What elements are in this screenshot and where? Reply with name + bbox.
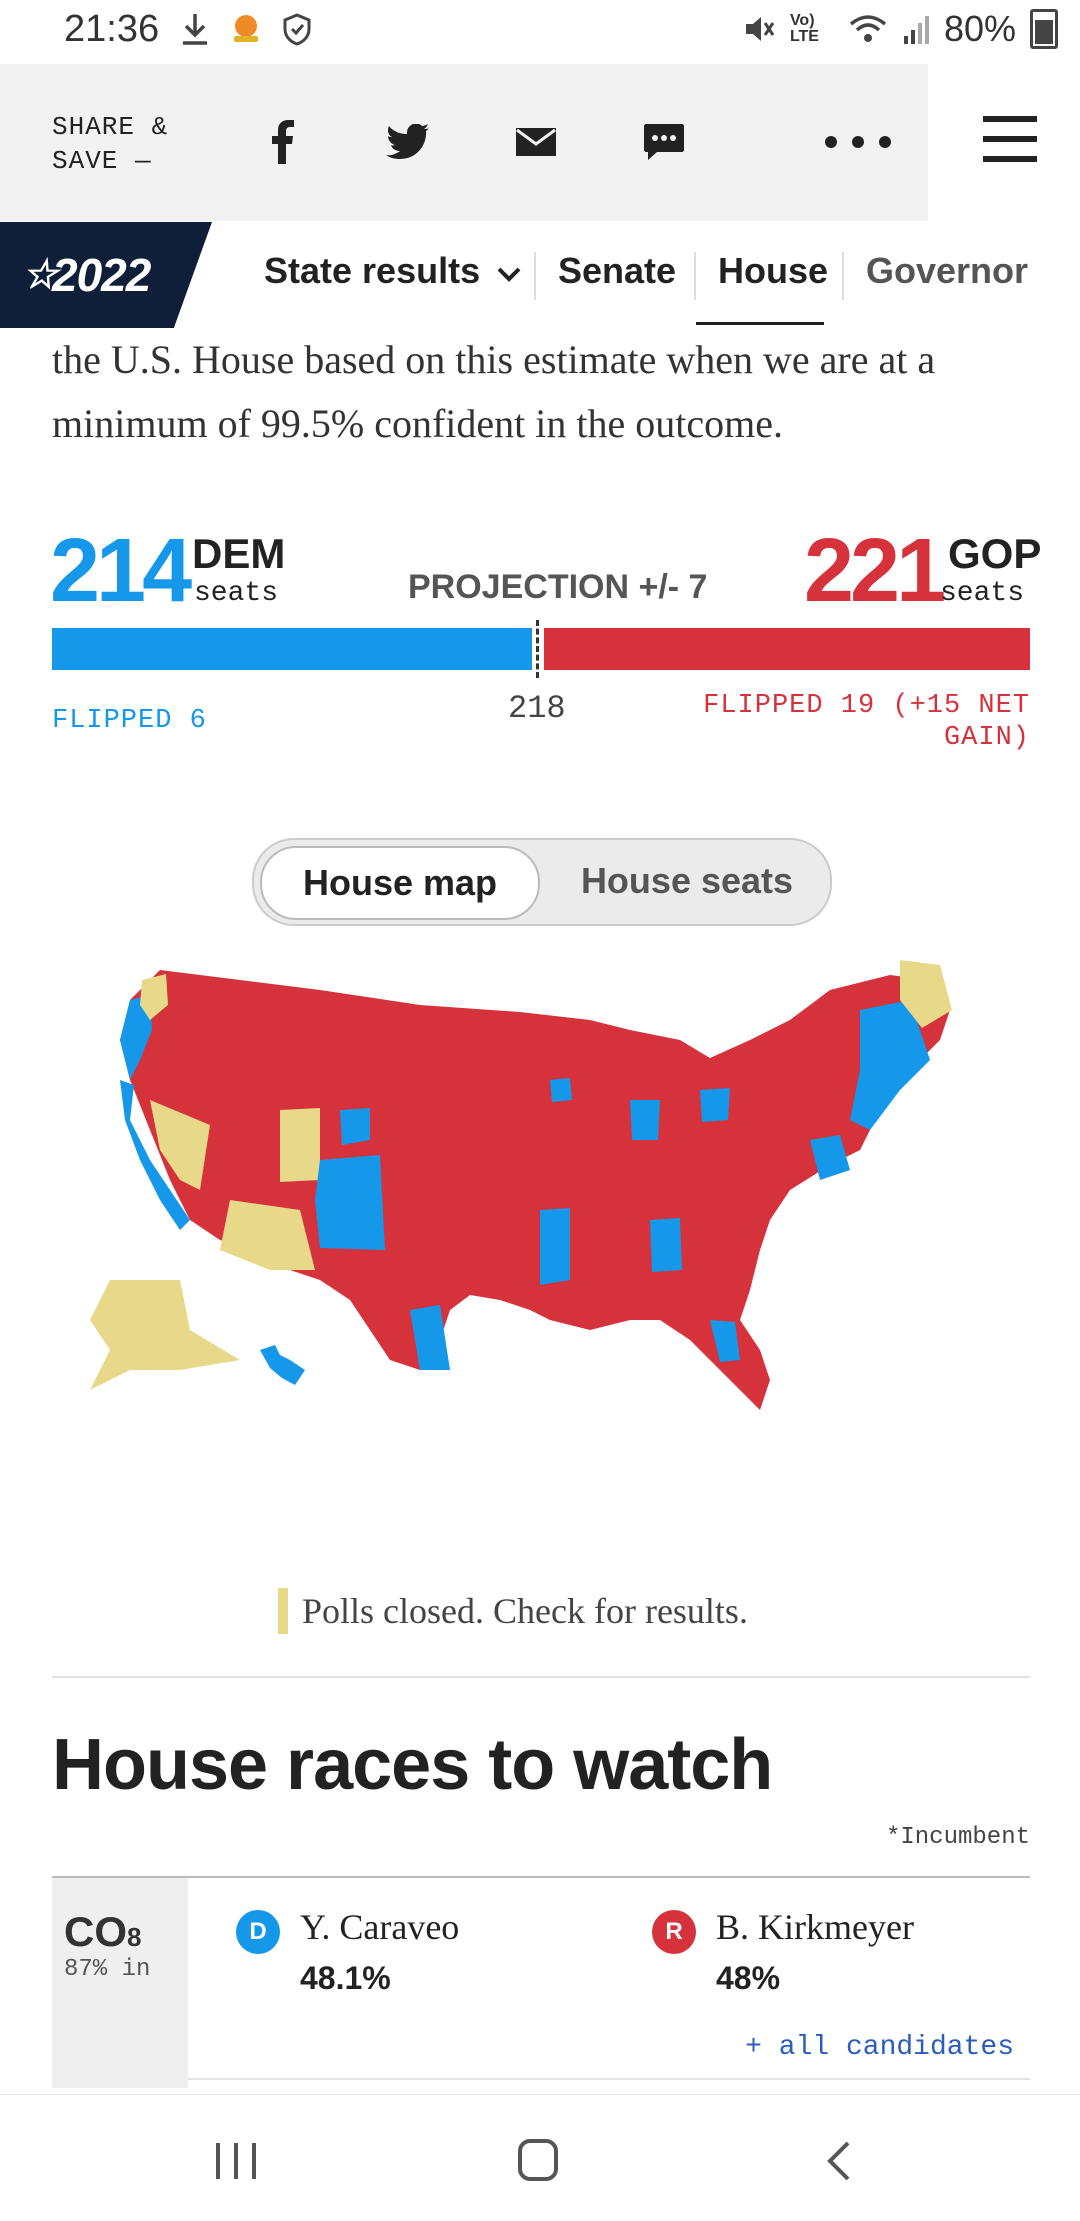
facebook-icon[interactable] xyxy=(252,112,312,172)
dem-districts-tennessee xyxy=(540,1208,570,1285)
nav-house[interactable]: House xyxy=(718,250,829,291)
dem-seat-bar xyxy=(52,628,532,670)
share-bar: SHARE & SAVE — xyxy=(0,64,928,221)
races-title: House races to watch xyxy=(52,1725,773,1805)
dem-districts-denver xyxy=(340,1108,370,1145)
system-navigation-bar xyxy=(0,2094,1080,2221)
nav-separator xyxy=(842,252,844,300)
dem-seat-count: 214 xyxy=(50,521,192,621)
election-nav: ☆ 2022 State results Senate House Govern… xyxy=(0,222,1080,328)
dem-badge: D xyxy=(236,1910,280,1954)
house-seats-tab[interactable]: House seats xyxy=(580,860,794,901)
incumbent-note: *Incumbent xyxy=(885,1824,1030,1851)
hawaii-districts xyxy=(260,1345,305,1385)
pending-swatch xyxy=(278,1588,288,1634)
star-icon: ☆ xyxy=(22,253,58,297)
back-icon[interactable] xyxy=(810,2139,870,2183)
gop-party-label: GOP xyxy=(948,530,1042,577)
chevron-down-icon xyxy=(497,267,521,282)
dem-districts-southwest xyxy=(315,1155,385,1250)
gop-flipped: FLIPPED 19 (+15 NET GAIN) xyxy=(703,691,1030,753)
map-legend: Polls closed. Check for results. xyxy=(278,1588,748,1634)
projection-label: PROJECTION +/- 7 xyxy=(408,568,708,606)
majority-marker xyxy=(536,620,539,678)
status-bar: 21:36 Vo) LTE 80% xyxy=(0,0,1080,64)
dem-seats-label: seats xyxy=(194,578,279,609)
share-save-label: SHARE & SAVE — xyxy=(52,112,169,176)
race-district-cell: CO8 87% in xyxy=(52,1878,188,2088)
pending-arizona xyxy=(220,1200,315,1270)
signal-icon xyxy=(903,16,929,44)
email-icon[interactable] xyxy=(506,112,566,172)
gop-seats-label: seats xyxy=(940,578,1025,609)
dem-candidate-name: Y. Caraveo xyxy=(300,1907,460,1947)
nav-state-results[interactable]: State results xyxy=(264,250,522,292)
pending-nevada xyxy=(150,1100,210,1190)
wifi-icon xyxy=(849,15,887,42)
twitter-icon[interactable] xyxy=(378,112,438,172)
status-time: 21:36 xyxy=(64,8,160,50)
gop-candidate-name: B. Kirkmeyer xyxy=(716,1907,914,1947)
section-divider xyxy=(52,1676,1030,1678)
mute-icon xyxy=(745,17,775,41)
dem-districts-georgia xyxy=(650,1218,682,1272)
home-icon[interactable] xyxy=(508,2139,568,2183)
gop-candidate-pct: 48% xyxy=(716,1960,781,1996)
pending-oregon xyxy=(140,974,168,1020)
pending-alaska xyxy=(90,1280,240,1390)
network-label: Vo) LTE xyxy=(789,12,819,45)
election-2022-badge[interactable]: ☆ 2022 xyxy=(0,222,212,328)
app-notification-icon xyxy=(234,15,258,42)
dem-districts-mid-atlantic xyxy=(810,1135,850,1180)
dem-party-label: DEM xyxy=(192,530,286,577)
dem-districts-texas-south xyxy=(410,1305,450,1370)
more-icon[interactable] xyxy=(820,112,896,172)
sms-icon[interactable] xyxy=(634,112,694,172)
majority-threshold: 218 xyxy=(508,690,566,727)
nav-separator xyxy=(694,252,696,300)
status-left-icons xyxy=(180,12,312,46)
all-candidates-link[interactable]: + all candidates xyxy=(745,2032,1014,2063)
race-row-rule xyxy=(188,2078,1030,2080)
dem-flipped: FLIPPED 6 xyxy=(52,706,207,736)
dem-candidate-pct: 48.1% xyxy=(300,1960,391,1996)
active-tab-underline xyxy=(696,322,824,325)
race-district-code: CO8 xyxy=(64,1908,142,1955)
battery-icon xyxy=(1030,9,1058,49)
nav-separator xyxy=(534,252,536,300)
nav-governor[interactable]: Governor xyxy=(866,250,1029,291)
recent-apps-icon[interactable] xyxy=(206,2139,266,2183)
shield-icon xyxy=(283,13,311,46)
dem-districts-california xyxy=(120,1080,190,1230)
pending-maine xyxy=(900,960,952,1028)
pending-utah xyxy=(280,1108,320,1182)
race-reporting: 87% in xyxy=(64,1956,151,1983)
article-text: the U.S. House based on this estimate wh… xyxy=(52,337,936,446)
map-view-toggle: House map House seats xyxy=(252,838,832,926)
house-results-map[interactable] xyxy=(70,950,1030,1540)
gop-seat-count: 221 xyxy=(804,521,946,621)
hamburger-menu-icon[interactable] xyxy=(960,116,1060,176)
download-icon xyxy=(183,14,207,45)
dem-districts-northeast xyxy=(850,1000,930,1130)
gop-badge: R xyxy=(652,1910,696,1954)
nav-senate[interactable]: Senate xyxy=(558,250,677,291)
dem-districts-illinois xyxy=(630,1100,660,1140)
race-table-rule xyxy=(52,1876,1030,1878)
house-map-tab[interactable]: House map xyxy=(260,846,540,920)
dem-districts-west-coast xyxy=(120,995,152,1080)
gop-seat-bar xyxy=(544,628,1030,670)
dem-districts-michigan xyxy=(700,1088,730,1122)
battery-percent: 80% xyxy=(943,8,1016,49)
status-right: Vo) LTE 80% xyxy=(742,8,1058,50)
us-mainland xyxy=(120,970,950,1410)
dem-districts-minnesota xyxy=(550,1078,572,1102)
legend-text: Polls closed. Check for results. xyxy=(302,1591,748,1631)
dem-districts-florida xyxy=(710,1320,740,1362)
